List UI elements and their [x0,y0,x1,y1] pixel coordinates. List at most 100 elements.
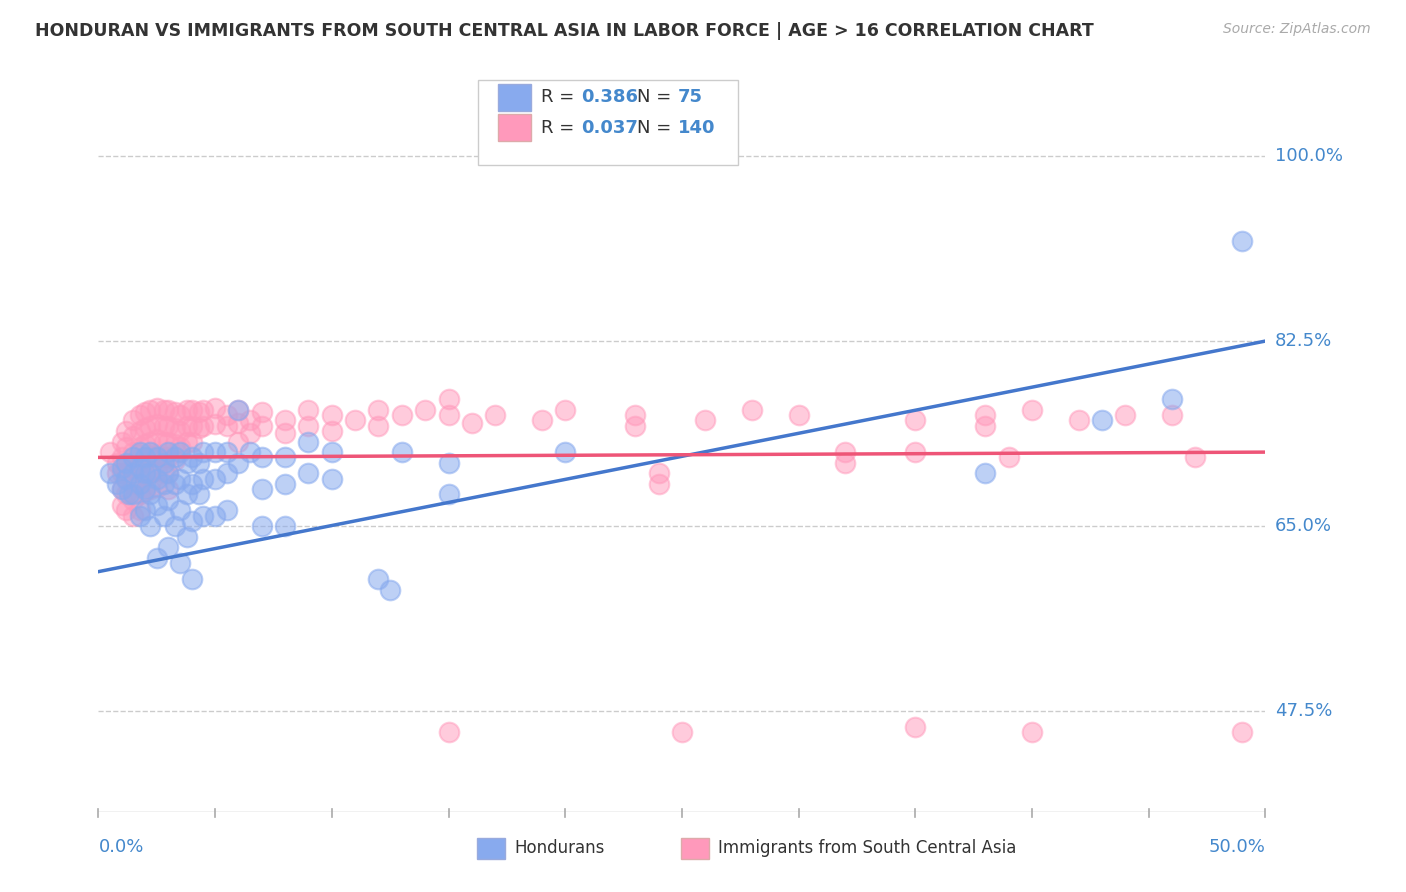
Point [134,452,156,467]
Point [134,467,156,481]
Point [437,487,460,501]
Point [157,541,180,555]
Point [129,445,152,459]
Point [146,550,169,565]
Point [146,401,169,415]
Point [152,476,174,491]
Point [180,450,202,465]
Point [111,482,134,496]
Point [129,487,152,501]
Point [122,413,145,427]
Point [129,424,152,438]
Point [239,426,262,441]
Point [321,445,343,459]
Point [111,482,134,496]
Point [146,464,169,478]
Point [169,471,191,485]
Point [111,467,134,481]
Point [165,476,187,491]
Text: Source: ZipAtlas.com: Source: ZipAtlas.com [1223,22,1371,37]
Point [111,498,134,512]
Point [1114,408,1136,422]
Point [115,471,138,485]
Point [250,418,273,433]
Point [139,482,162,496]
Point [157,418,180,433]
Point [250,405,273,419]
Point [122,429,145,443]
Point [297,418,319,433]
Point [134,468,156,483]
Text: 50.0%: 50.0% [1209,838,1265,856]
Point [297,434,319,449]
Point [118,487,141,501]
Point [146,433,169,447]
Point [152,402,174,417]
Point [215,467,238,481]
Point [344,413,367,427]
Point [139,487,162,501]
Point [367,402,389,417]
Point [997,450,1019,465]
Point [741,402,763,417]
Point [380,582,402,597]
Point [176,487,198,501]
Point [180,476,202,491]
Point [180,402,202,417]
Point [228,402,250,417]
Point [157,450,180,465]
Point [129,440,152,454]
Point [139,434,162,449]
Point [239,413,262,427]
Point [115,487,138,501]
Point [157,445,180,459]
Point [146,448,169,462]
Point [274,476,297,491]
Text: 100.0%: 100.0% [1275,147,1343,165]
Point [152,418,174,433]
Point [1161,392,1184,407]
Point [437,456,460,470]
Point [115,503,138,517]
Point [176,418,198,433]
Point [367,418,389,433]
Point [139,450,162,465]
Text: R =: R = [541,88,581,106]
Point [228,434,250,449]
Point [297,467,319,481]
Point [204,508,226,523]
Point [274,450,297,465]
Point [554,445,576,459]
Point [321,424,343,438]
Point [129,508,152,523]
Point [139,402,162,417]
Point [1091,413,1114,427]
Point [157,434,180,449]
Point [122,508,145,523]
Point [187,421,209,435]
Point [134,450,156,465]
Point [98,467,121,481]
Point [228,402,250,417]
Point [215,503,238,517]
Point [176,402,198,417]
Point [193,508,215,523]
Point [105,456,128,470]
Point [146,498,169,512]
Point [250,450,273,465]
Text: 0.037: 0.037 [581,119,637,136]
Point [146,480,169,494]
Point [176,434,198,449]
Point [834,445,856,459]
Point [974,408,997,422]
Point [165,519,187,533]
Point [215,418,238,433]
Text: 65.0%: 65.0% [1275,517,1331,535]
Point [115,456,138,470]
Point [180,514,202,528]
Point [169,408,191,422]
Point [484,408,506,422]
Point [321,471,343,485]
Point [1067,413,1090,427]
Point [671,725,693,739]
